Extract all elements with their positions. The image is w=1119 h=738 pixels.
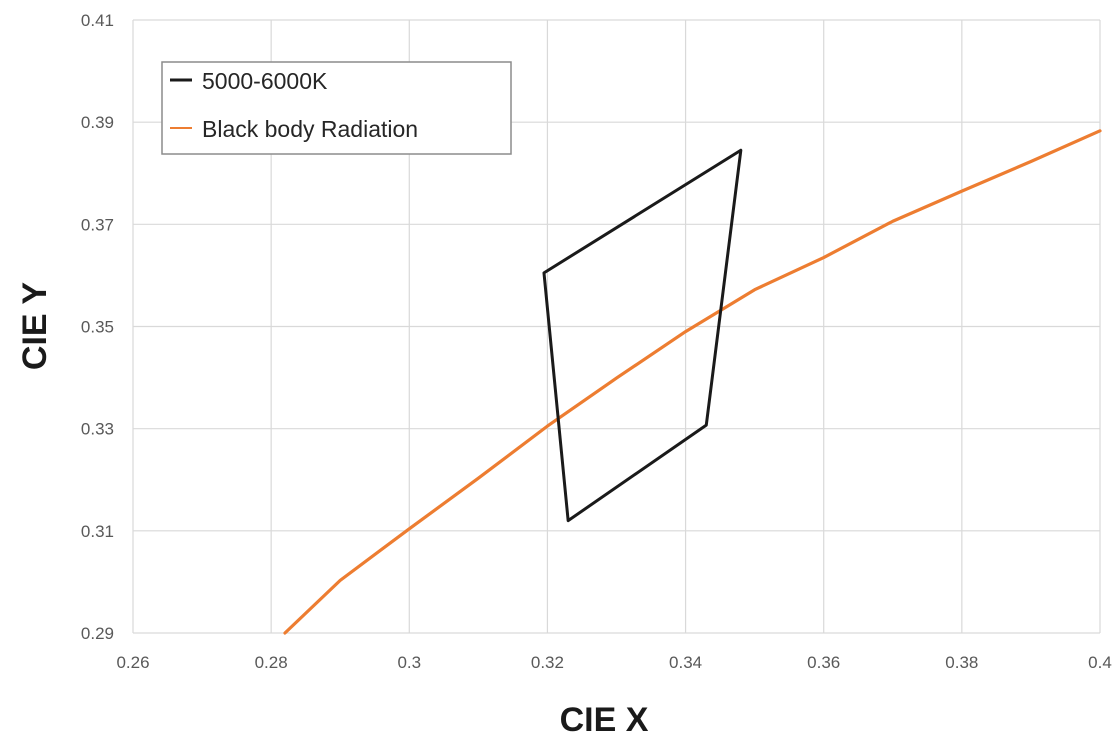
y-tick-label: 0.39 xyxy=(81,113,114,132)
x-tick-label: 0.36 xyxy=(807,653,840,672)
y-tick-label: 0.29 xyxy=(81,624,114,643)
x-tick-label: 0.26 xyxy=(116,653,149,672)
y-tick-label: 0.41 xyxy=(81,11,114,30)
y-tick-label: 0.35 xyxy=(81,318,114,337)
x-axis-title: CIE X xyxy=(560,701,649,738)
x-tick-label: 0.4 xyxy=(1088,653,1112,672)
y-tick-label: 0.37 xyxy=(81,215,114,234)
x-tick-label: 0.32 xyxy=(531,653,564,672)
legend-box xyxy=(161,61,512,155)
x-tick-labels: 0.26 0.28 0.3 0.32 0.34 0.36 0.38 0.4 xyxy=(116,653,1111,672)
legend: 5000-6000K Black body Radiation xyxy=(161,61,512,155)
y-tick-label: 0.31 xyxy=(81,522,114,541)
x-tick-label: 0.28 xyxy=(255,653,288,672)
legend-label-black-body-radiation: Black body Radiation xyxy=(202,116,418,142)
series-line-black-body-radiation xyxy=(283,129,1102,635)
x-tick-label: 0.34 xyxy=(669,653,702,672)
y-tick-labels: 0.29 0.31 0.33 0.35 0.37 0.39 0.41 xyxy=(81,11,114,643)
series-line-5000-6000k xyxy=(542,148,743,523)
series-layer xyxy=(283,129,1102,635)
x-tick-label: 0.38 xyxy=(945,653,978,672)
legend-label-5000-6000k: 5000-6000K xyxy=(202,68,328,94)
y-axis-title: CIE Y xyxy=(16,282,54,371)
x-tick-label: 0.3 xyxy=(397,653,421,672)
y-tick-label: 0.33 xyxy=(81,420,114,439)
